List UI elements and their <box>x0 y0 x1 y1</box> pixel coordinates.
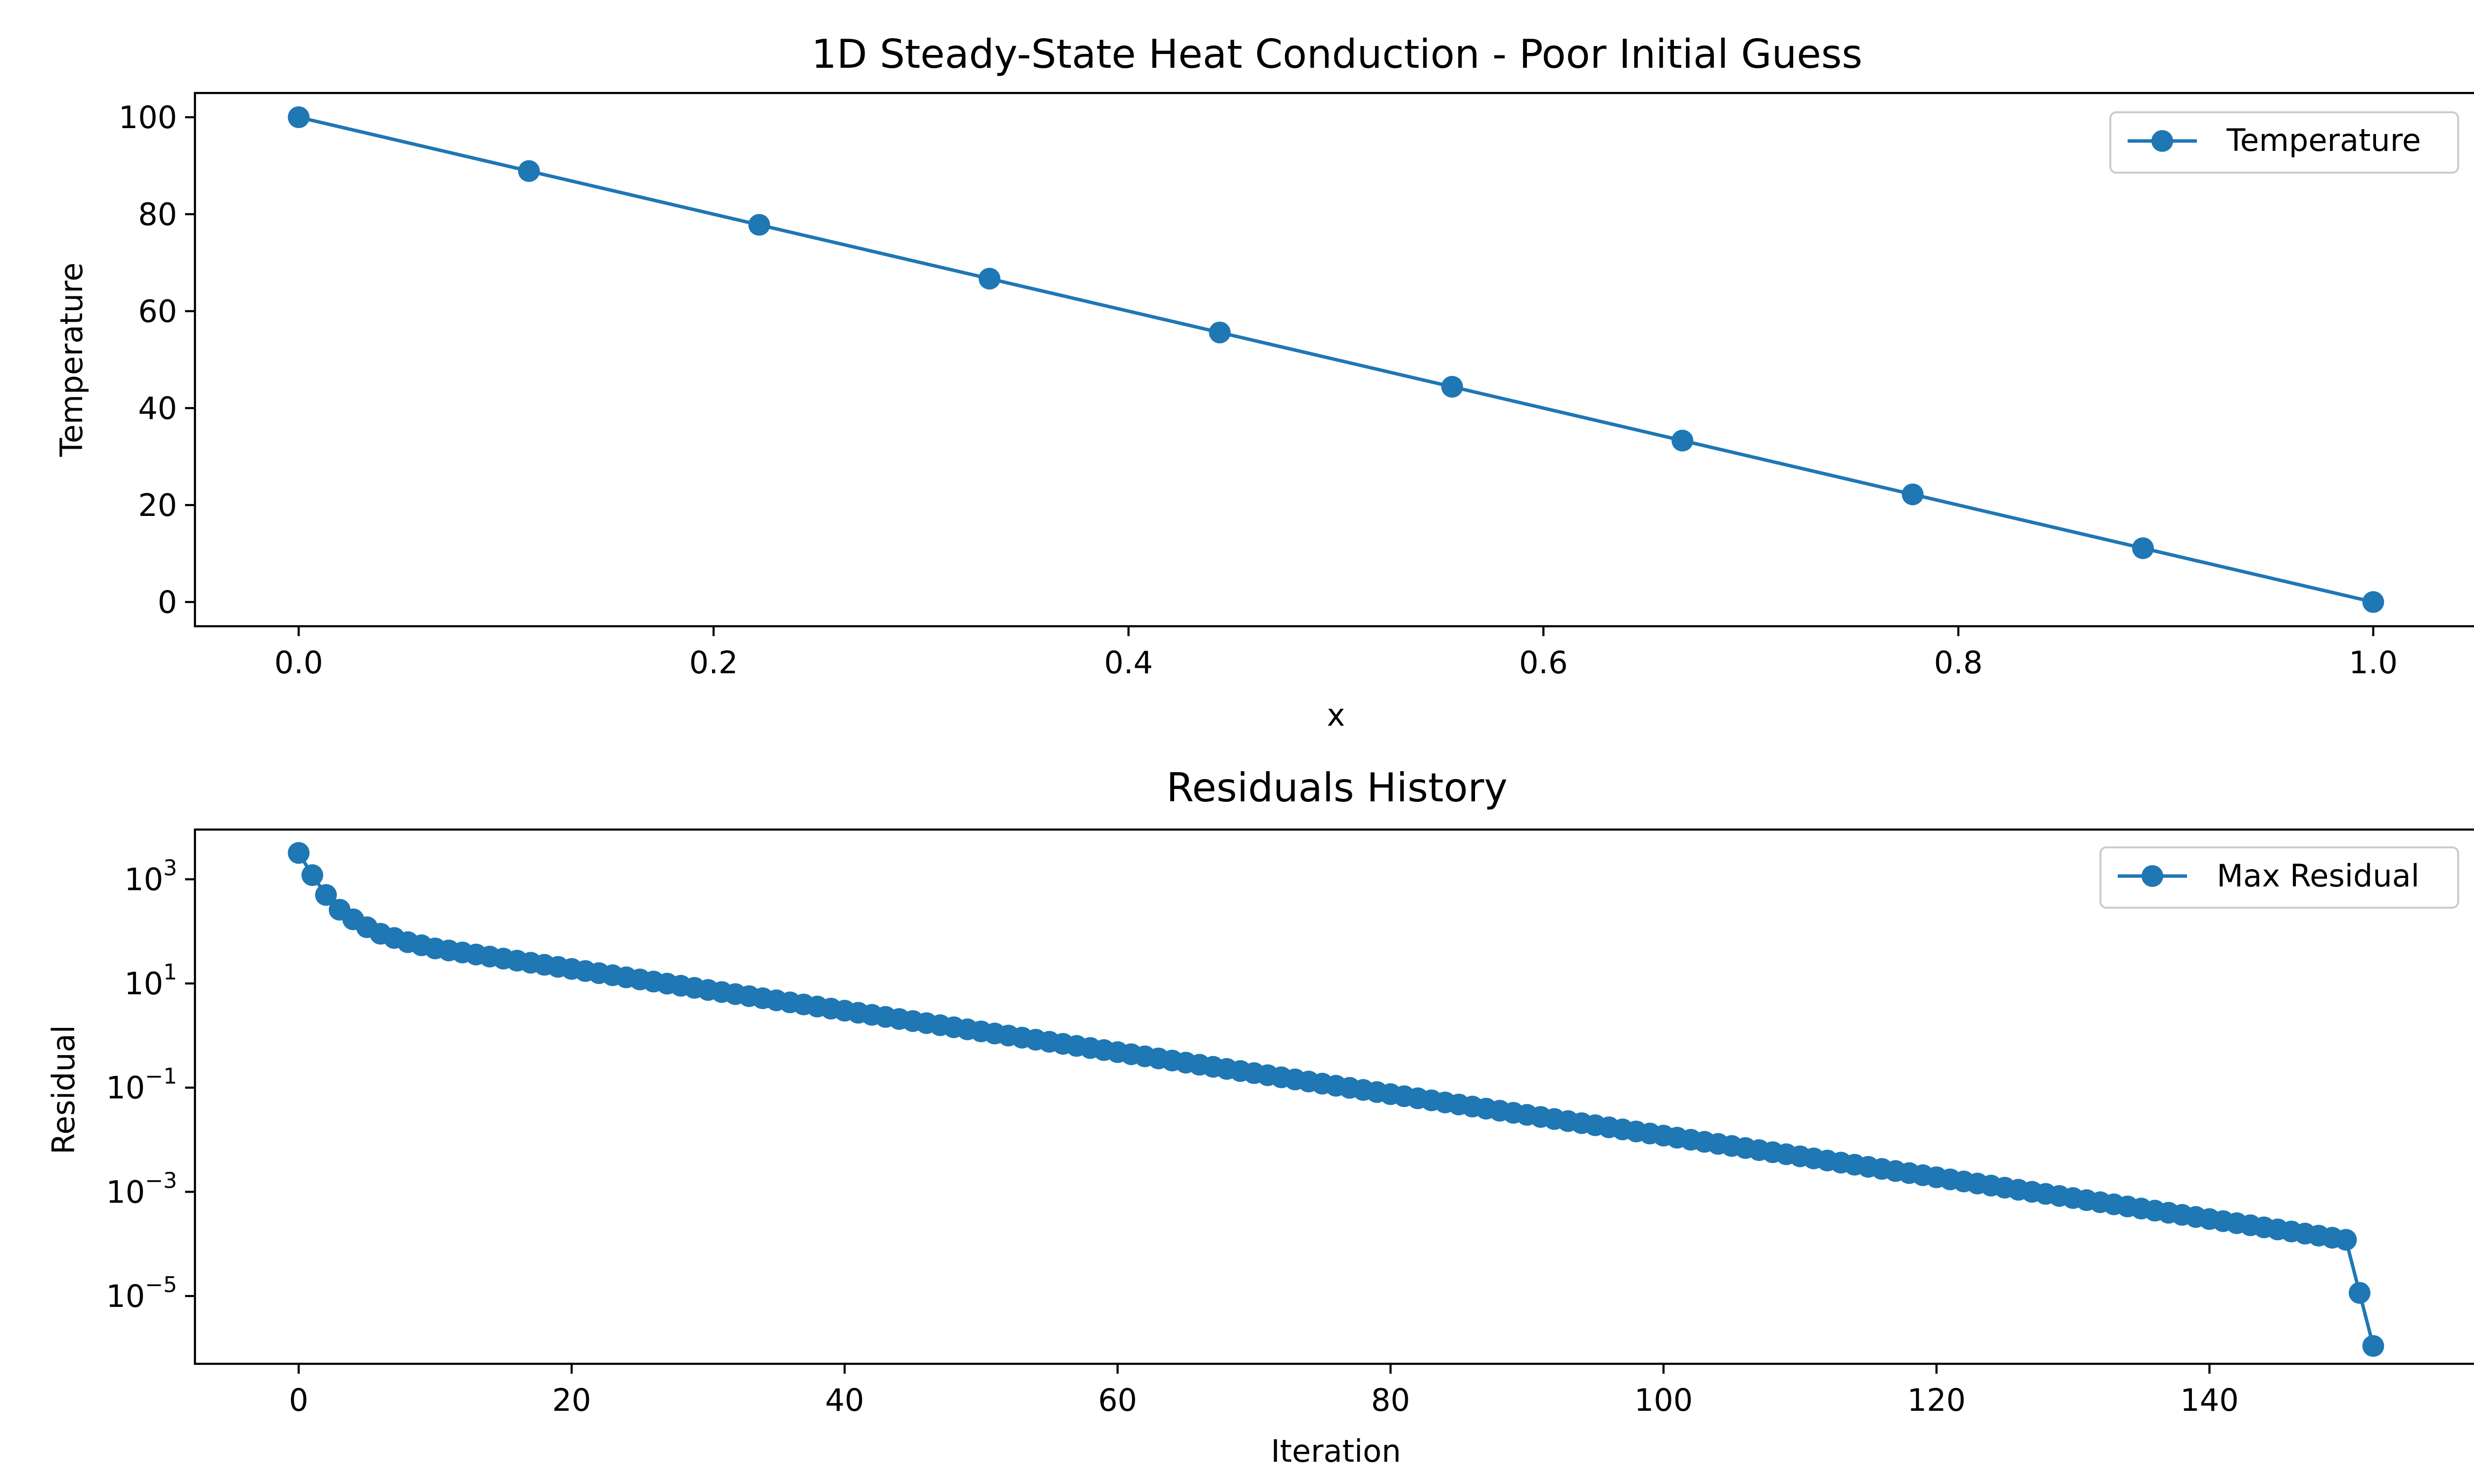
data-point <box>1671 429 1694 452</box>
chart-title: Residuals History <box>1166 765 1508 811</box>
y-tick-label: 10−3 <box>106 1168 177 1210</box>
data-point <box>2348 1282 2371 1304</box>
x-tick-label: 100 <box>1634 1382 1693 1418</box>
x-tick-label: 1.0 <box>2349 645 2398 681</box>
x-tick-label: 60 <box>1098 1382 1137 1418</box>
y-tick-label: 80 <box>138 196 177 232</box>
legend-marker <box>2141 865 2163 887</box>
y-tick-label: 103 <box>124 855 177 897</box>
x-tick-label: 0.2 <box>689 645 738 681</box>
data-point <box>2132 537 2154 559</box>
data-point <box>315 884 337 906</box>
x-axis-label: Iteration <box>1271 1433 1401 1469</box>
data-point <box>1902 483 1924 506</box>
data-point <box>978 268 1000 290</box>
legend-marker <box>2151 130 2173 152</box>
y-tick-label: 100 <box>119 99 177 136</box>
y-tick-label: 60 <box>138 293 177 329</box>
data-point <box>2335 1229 2357 1251</box>
y-tick-label: 10−5 <box>106 1272 177 1314</box>
y-tick-label: 0 <box>158 584 177 620</box>
data-point <box>748 214 770 236</box>
x-tick-label: 140 <box>2180 1382 2238 1418</box>
x-tick-label: 0.8 <box>1934 645 1983 681</box>
x-tick-label: 20 <box>552 1382 591 1418</box>
legend: Temperature <box>2109 111 2459 174</box>
y-tick-label: 10−1 <box>106 1064 177 1106</box>
data-point <box>2362 1335 2384 1357</box>
x-tick-label: 120 <box>1907 1382 1966 1418</box>
legend: Max Residual <box>2099 846 2459 909</box>
y-tick-label: 20 <box>138 487 177 523</box>
y-tick-label: 40 <box>138 390 177 426</box>
data-point <box>518 160 540 182</box>
series-line-max-residual <box>297 851 2375 1348</box>
temperature-chart: 1D Steady-State Heat Conduction - Poor I… <box>53 31 2474 733</box>
plot-frame <box>193 828 2474 1365</box>
y-axis-label: Temperature <box>53 263 90 458</box>
legend-label: Temperature <box>2226 122 2421 158</box>
x-tick-label: 0.4 <box>1104 645 1153 681</box>
series-line-temperature <box>297 115 2375 604</box>
plot-frame <box>193 92 2474 628</box>
x-tick-label: 0.6 <box>1519 645 1568 681</box>
data-point <box>1209 322 1231 344</box>
data-point <box>2362 591 2384 613</box>
x-tick-label: 40 <box>825 1382 864 1418</box>
data-point <box>287 106 310 128</box>
x-tick-label: 0.0 <box>274 645 323 681</box>
data-point <box>301 864 324 886</box>
y-axis-label: Residual <box>46 1025 82 1155</box>
legend-label: Max Residual <box>2217 858 2420 894</box>
data-point <box>1441 375 1463 398</box>
x-tick-label: 0 <box>289 1382 308 1418</box>
y-tick-label: 101 <box>124 960 177 1002</box>
legend-box <box>2099 846 2459 909</box>
chart-title: 1D Steady-State Heat Conduction - Poor I… <box>811 31 1862 77</box>
x-tick-label: 80 <box>1371 1382 1410 1418</box>
legend-box <box>2109 111 2459 174</box>
residuals-chart: Residuals History 0 20 40 60 80 100 120 140 103… <box>46 765 2474 1469</box>
data-point <box>287 842 310 864</box>
x-axis-label: x <box>1327 697 1345 733</box>
